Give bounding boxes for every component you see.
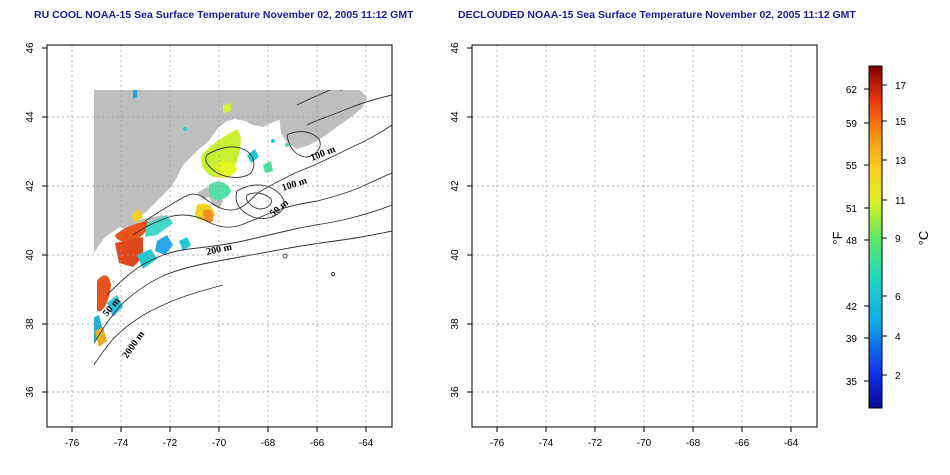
- contour-label-200m: 200 m: [205, 242, 233, 258]
- celsius-tick: 2: [895, 371, 901, 382]
- celsius-unit-label: °C: [916, 231, 931, 246]
- right-lat-tick: 46: [450, 42, 461, 54]
- right-lon-tick: -76: [490, 438, 505, 449]
- fahrenheit-tick: 42: [846, 302, 858, 313]
- left-lon-tick: -64: [359, 438, 374, 449]
- left-lon-tick: -68: [261, 438, 276, 449]
- right-lon-tick: -70: [637, 438, 652, 449]
- left-lat-tick: 46: [25, 42, 36, 54]
- celsius-tick: 13: [895, 156, 907, 167]
- left-grid: [47, 45, 392, 427]
- celsius-tick: 15: [895, 117, 907, 128]
- left-lon-tick: -70: [212, 438, 227, 449]
- left-sst-patches: [94, 90, 343, 347]
- left-lat-tick: 44: [25, 111, 36, 123]
- right-map: 100 m 100 m 50 m 200 m 50 m 2000 m: [450, 42, 818, 449]
- right-lon-tick: -74: [539, 438, 554, 449]
- fahrenheit-tick: 48: [846, 236, 858, 247]
- left-lat-tick: 36: [25, 386, 36, 398]
- right-lat-tick: 36: [450, 386, 461, 398]
- celsius-tick: 9: [895, 234, 901, 245]
- fahrenheit-tick: 55: [846, 161, 858, 172]
- fahrenheit-tick: 39: [846, 334, 858, 345]
- right-lat-tick: 42: [450, 180, 461, 192]
- fahrenheit-tick: 59: [846, 119, 858, 130]
- fahrenheit-unit-label: °F: [830, 231, 845, 244]
- right-map-title: DECLOUDED NOAA-15 Sea Surface Temperatur…: [458, 9, 856, 21]
- left-map-title: RU COOL NOAA-15 Sea Surface Temperature …: [34, 9, 414, 21]
- left-lat-tick: 40: [25, 249, 36, 261]
- colorbar-gradient: [868, 65, 883, 409]
- fahrenheit-tick: 62: [846, 85, 858, 96]
- celsius-tick: 11: [895, 196, 906, 207]
- right-lat-tick: 40: [450, 249, 461, 261]
- right-lon-tick: -66: [735, 438, 750, 449]
- left-lat-tick: 38: [25, 318, 36, 330]
- fahrenheit-tick: 35: [846, 377, 858, 388]
- left-lon-tick: -76: [65, 438, 80, 449]
- left-lon-tick: -66: [310, 438, 325, 449]
- left-lon-tick: -72: [163, 438, 178, 449]
- fahrenheit-tick: 51: [846, 204, 858, 215]
- right-grid: [472, 45, 817, 427]
- right-lon-tick: -72: [588, 438, 603, 449]
- right-lon-tick: -64: [784, 438, 799, 449]
- colorbar: 62 59 55 51 48 42 39 35 17 15 13 11 9 6 …: [830, 65, 931, 409]
- celsius-tick: 4: [895, 332, 901, 343]
- right-lat-tick: 44: [450, 111, 461, 123]
- celsius-tick: 6: [895, 292, 901, 303]
- celsius-tick: 17: [895, 81, 907, 92]
- left-map: 100 m 100 m 50 m 200 m 50 m 2000 m: [25, 42, 393, 449]
- left-lat-tick: 42: [25, 180, 36, 192]
- right-lat-tick: 38: [450, 318, 461, 330]
- right-lon-tick: -68: [686, 438, 701, 449]
- left-lon-tick: -74: [114, 438, 129, 449]
